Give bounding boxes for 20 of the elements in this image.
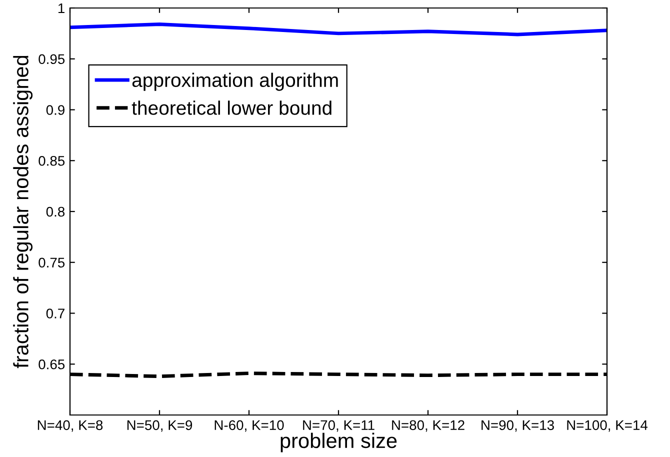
y-tick-label: 0.9 bbox=[46, 105, 64, 115]
y-tick-label: 0.85 bbox=[38, 156, 65, 166]
x-axis-title: problem size bbox=[280, 432, 397, 452]
y-tick-label: 0.65 bbox=[38, 359, 65, 370]
x-tick-label: N=70, K=11 bbox=[303, 420, 374, 432]
y-axis-title: fraction of regular nodes assigned bbox=[13, 56, 33, 368]
legend-label: approximation algorithm bbox=[132, 72, 338, 91]
y-tick-label: 0.8 bbox=[46, 206, 65, 217]
line-series bbox=[70, 22, 607, 36]
x-tick-label: N=90, K=13 bbox=[482, 420, 554, 432]
x-tick-label: N=50, K=9 bbox=[127, 420, 192, 432]
x-tick-label: N=80, K=12 bbox=[392, 420, 464, 432]
y-tick-label: 0.75 bbox=[38, 258, 65, 268]
x-tick-label: N-60, K=10 bbox=[214, 420, 284, 432]
legend-label: theoretical lower bound bbox=[132, 100, 332, 115]
y-tick-label: 0.95 bbox=[38, 54, 65, 64]
y-tick-label: 1 bbox=[58, 3, 64, 14]
y-tick-label: 0.7 bbox=[46, 308, 64, 318]
x-tick-label: N=40, K=8 bbox=[38, 420, 103, 432]
x-tick-label: N=100, K=14 bbox=[567, 420, 648, 432]
